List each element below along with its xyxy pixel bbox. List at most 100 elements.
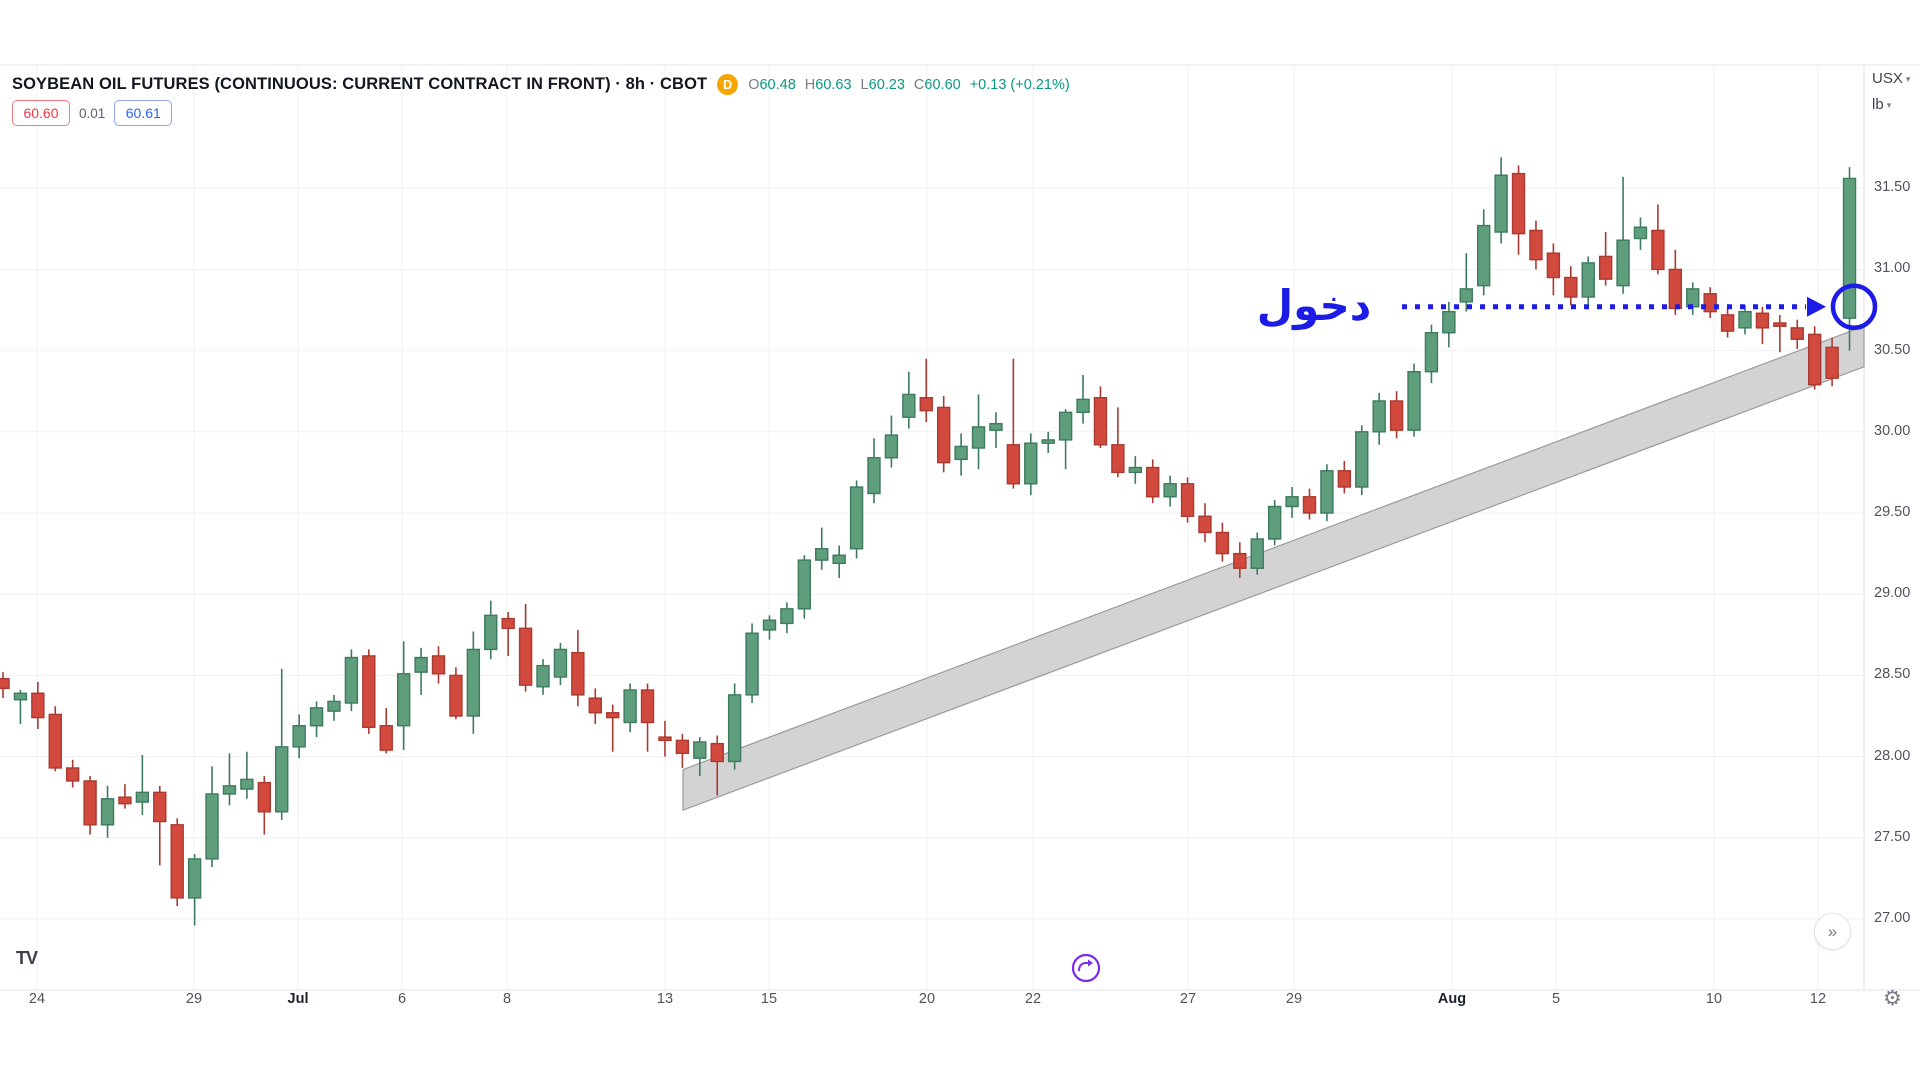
candle-body bbox=[431, 655, 446, 675]
candle-body bbox=[118, 796, 132, 805]
entry-annotation-label[interactable]: دخول bbox=[1256, 281, 1372, 330]
close-value: 60.60 bbox=[924, 76, 961, 93]
legend-row: SOYBEAN OIL FUTURES (CONTINUOUS: CURRENT… bbox=[12, 74, 1070, 95]
time-tick-label: 20 bbox=[918, 991, 936, 1007]
candle-body bbox=[205, 793, 219, 860]
candle-body bbox=[222, 785, 237, 795]
candle-body bbox=[1215, 531, 1230, 555]
candle-body bbox=[518, 627, 533, 686]
go-to-realtime-arrowhead-icon bbox=[1088, 959, 1093, 967]
sell-price-button[interactable]: 60.60 bbox=[12, 100, 70, 126]
candle-body bbox=[48, 713, 62, 769]
candle-body bbox=[1337, 470, 1352, 488]
unit-currency[interactable]: USX ▾ bbox=[1872, 66, 1910, 92]
candle-body bbox=[83, 780, 97, 826]
buy-price-button[interactable]: 60.61 bbox=[114, 100, 173, 126]
candle-body bbox=[362, 655, 376, 729]
candle-body bbox=[1738, 310, 1752, 329]
time-tick-label: 5 bbox=[1551, 991, 1561, 1007]
candle-body bbox=[31, 692, 45, 719]
candle-body bbox=[1302, 496, 1317, 514]
candle-body bbox=[1703, 293, 1717, 313]
candle-body bbox=[1529, 229, 1543, 261]
tradingview-logo[interactable]: TV bbox=[16, 948, 38, 968]
go-to-realtime-arrow-icon bbox=[1078, 962, 1089, 972]
symbol-title: SOYBEAN OIL FUTURES (CONTINUOUS: CURRENT… bbox=[12, 75, 708, 93]
low-label: L bbox=[860, 76, 869, 93]
candle-body bbox=[1041, 439, 1055, 444]
candle-body bbox=[449, 674, 463, 717]
candle-body bbox=[1424, 332, 1439, 373]
candle-body bbox=[797, 559, 812, 610]
price-unit-selector[interactable]: USX ▾ lb ▾ bbox=[1872, 66, 1910, 118]
trendline-band[interactable] bbox=[682, 325, 1865, 812]
candle-body bbox=[1511, 172, 1526, 235]
open-value: 60.48 bbox=[759, 76, 796, 93]
candle-body bbox=[1668, 268, 1683, 310]
entry-circle-marker[interactable] bbox=[1830, 283, 1878, 331]
double-chevron-right-icon: » bbox=[1827, 921, 1838, 941]
candle-body bbox=[832, 554, 846, 565]
time-tick-label: 13 bbox=[656, 991, 674, 1007]
candle-body bbox=[100, 798, 115, 826]
price-tick-label: 27.00 bbox=[1874, 910, 1911, 926]
time-tick-label: 29 bbox=[185, 991, 203, 1007]
candle-body bbox=[1250, 538, 1264, 569]
candle-body bbox=[1546, 252, 1561, 279]
candle-body bbox=[727, 694, 742, 763]
time-tick-label: Jul bbox=[287, 991, 309, 1007]
candle-body bbox=[275, 746, 289, 813]
candle-body bbox=[623, 689, 637, 724]
candle-body bbox=[466, 648, 481, 717]
price-tick-label: 31.50 bbox=[1874, 179, 1911, 196]
candle-body bbox=[640, 689, 655, 724]
candle-body bbox=[1842, 177, 1857, 319]
candle-body bbox=[1686, 288, 1700, 308]
chevron-down-icon: ▾ bbox=[1886, 100, 1892, 110]
go-to-realtime-circle bbox=[1071, 953, 1101, 983]
candle-body bbox=[1755, 312, 1770, 329]
candle-body bbox=[710, 742, 724, 763]
collapse-panel-button[interactable]: » bbox=[1814, 913, 1851, 950]
candle-body bbox=[1581, 262, 1595, 298]
candle-body bbox=[1773, 322, 1787, 327]
delayed-data-badge[interactable]: D bbox=[717, 74, 739, 95]
time-tick-label: 24 bbox=[28, 991, 46, 1007]
chevron-down-icon: ▾ bbox=[1905, 74, 1911, 84]
quote-row: 60.60 0.01 60.61 bbox=[12, 100, 173, 126]
candle-body bbox=[379, 725, 393, 751]
candle-body bbox=[1024, 442, 1038, 485]
candle-body bbox=[867, 457, 881, 495]
high-value: 60.63 bbox=[815, 76, 852, 93]
candle-body bbox=[1476, 224, 1491, 287]
time-tick-label: 22 bbox=[1024, 991, 1042, 1007]
candle-body bbox=[1076, 398, 1090, 414]
candle-body bbox=[1285, 496, 1299, 508]
candle-body bbox=[1146, 466, 1160, 498]
candle-body bbox=[484, 614, 498, 651]
candle-body bbox=[0, 677, 10, 690]
candle-body bbox=[536, 664, 550, 688]
go-to-realtime-button[interactable] bbox=[1069, 951, 1103, 985]
price-tick-label: 27.50 bbox=[1874, 828, 1911, 845]
candle-body bbox=[658, 736, 672, 742]
candle-body bbox=[240, 778, 254, 790]
candle-body bbox=[1093, 396, 1108, 446]
price-tick-label: 30.00 bbox=[1874, 422, 1911, 439]
candle-body bbox=[1494, 174, 1508, 233]
candle-body bbox=[1372, 400, 1386, 433]
candle-body bbox=[989, 422, 1003, 431]
unit-measure[interactable]: lb ▾ bbox=[1872, 92, 1910, 118]
candle-body bbox=[936, 406, 951, 464]
price-tick-label: 29.00 bbox=[1874, 585, 1911, 602]
candle-body bbox=[571, 651, 585, 696]
candle-body bbox=[1598, 255, 1613, 280]
candle-body bbox=[1163, 483, 1177, 498]
time-tick-label: 29 bbox=[1285, 991, 1303, 1007]
candle-body bbox=[1058, 411, 1073, 441]
timezone-settings-gear-icon[interactable]: ⚙ bbox=[1883, 987, 1902, 1010]
close-label: C bbox=[913, 76, 925, 93]
candle-body bbox=[414, 656, 428, 673]
candle-body bbox=[1651, 229, 1665, 271]
